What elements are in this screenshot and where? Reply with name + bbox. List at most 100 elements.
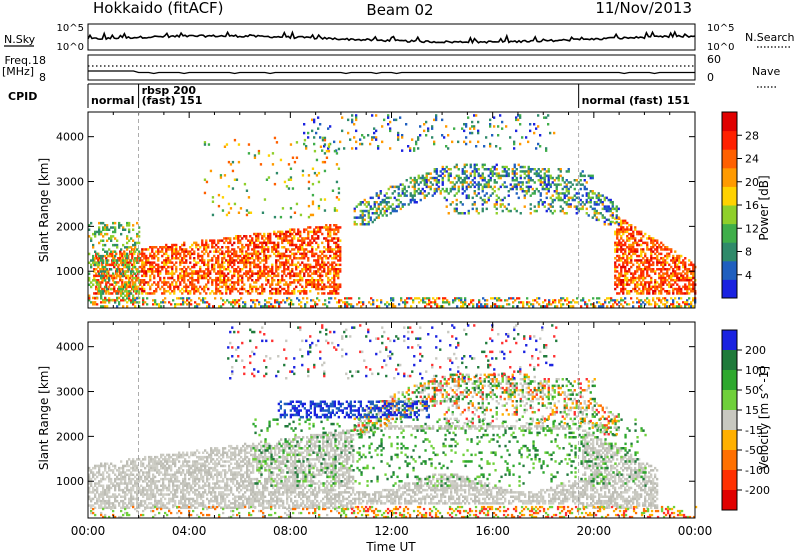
range-gate-cell (355, 118, 358, 122)
range-gate-cell (110, 226, 113, 229)
range-gate-cell (676, 287, 679, 291)
range-gate-cell (630, 265, 633, 269)
range-gate-cell (630, 257, 633, 260)
range-gate-cell (624, 250, 627, 253)
range-gate-cell (205, 263, 208, 267)
range-gate-cell (487, 183, 490, 186)
range-gate-cell (163, 287, 166, 291)
range-gate-cell (377, 196, 380, 200)
range-gate-cell (255, 263, 258, 267)
range-gate-cell (97, 265, 100, 269)
range-gate-cell (134, 290, 137, 293)
range-gate-cell (464, 297, 467, 300)
range-gate-cell (257, 270, 260, 273)
range-gate-cell (142, 301, 145, 304)
range-gate-cell (319, 263, 322, 267)
range-gate-cell (640, 274, 643, 278)
range-gate-cell (447, 172, 450, 175)
range-gate-cell (415, 140, 418, 144)
range-gate-cell (237, 281, 240, 284)
range-gate-cell (241, 285, 244, 289)
range-gate-cell (143, 248, 146, 251)
range-gate-cell (622, 279, 625, 282)
range-gate-cell (321, 160, 325, 164)
range-gate-cell (114, 243, 117, 247)
range-gate-cell (403, 194, 406, 197)
range-gate-cell (163, 281, 166, 284)
range-gate-cell (108, 486, 111, 490)
range-gate-cell (329, 285, 332, 289)
range-gate-cell (569, 185, 572, 189)
range-gate-cell (648, 292, 651, 295)
range-gate-cell (243, 259, 246, 262)
range-gate-cell (321, 226, 324, 229)
range-gate-cell (600, 303, 603, 306)
range-gate-cell (333, 276, 336, 280)
range-gate-cell (221, 257, 224, 260)
range-gate-cell (102, 292, 105, 295)
range-gate-cell (307, 265, 310, 269)
range-gate-cell (185, 290, 188, 293)
range-gate-cell (229, 270, 232, 273)
range-gate-cell (126, 462, 129, 465)
range-gate-cell (323, 209, 327, 212)
range-gate-cell (453, 185, 456, 189)
range-gate-cell (171, 246, 174, 249)
range-gate-cell (630, 224, 633, 227)
range-gate-cell (306, 301, 309, 304)
range-gate-cell (333, 279, 336, 282)
range-gate-cell (379, 212, 382, 215)
range-gate-cell (211, 213, 215, 217)
range-gate-cell (352, 305, 355, 308)
range-gate-cell (652, 299, 655, 302)
range-gate-cell (509, 187, 512, 191)
range-gate-cell (282, 299, 285, 302)
range-gate-cell (203, 285, 206, 289)
range-gate-cell (271, 270, 274, 273)
range-gate-cell (337, 230, 340, 234)
range-gate-cell (297, 281, 300, 284)
range-gate-cell (459, 212, 462, 215)
range-gate-cell (311, 276, 314, 280)
range-gate-cell (473, 172, 476, 175)
range-gate-cell (620, 270, 623, 273)
range-gate-cell (175, 285, 178, 289)
range-gate-cell (298, 299, 301, 302)
range-gate-cell (102, 272, 105, 275)
range-gate-cell (513, 172, 516, 175)
range-gate-cell (287, 272, 290, 275)
range-gate-cell (159, 287, 162, 291)
range-gate-cell (102, 274, 105, 278)
range-gate-cell (325, 248, 328, 251)
range-gate-cell (132, 297, 135, 300)
range-gate-cell (690, 279, 693, 282)
range-gate-cell (227, 265, 230, 269)
range-gate-cell (337, 283, 340, 286)
range-gate-cell (604, 301, 607, 304)
range-gate-cell (549, 205, 552, 208)
range-gate-cell (114, 226, 117, 229)
range-gate-cell (126, 486, 129, 490)
range-gate-cell (547, 114, 550, 117)
range-gate-cell (511, 176, 514, 180)
range-gate-cell (259, 265, 262, 269)
range-gate-cell (132, 299, 135, 302)
range-gate-cell (648, 303, 651, 306)
range-gate-cell (170, 303, 173, 306)
range-gate-cell (250, 305, 253, 308)
range-gate-cell (614, 250, 617, 253)
range-gate-cell (485, 168, 488, 171)
range-gate-cell (128, 477, 131, 481)
range-gate-cell (477, 120, 480, 124)
range-gate-cell (359, 203, 362, 206)
range-gate-cell (331, 237, 334, 240)
range-gate-cell (94, 235, 97, 238)
range-gate-cell (537, 201, 540, 204)
range-gate-cell (335, 228, 338, 231)
range-gate-cell (263, 254, 266, 258)
range-gate-cell (114, 497, 117, 501)
range-gate-cell (370, 297, 373, 300)
range-gate-cell (479, 183, 482, 186)
range-gate-cell (98, 480, 101, 483)
range-gate-cell (527, 165, 530, 169)
